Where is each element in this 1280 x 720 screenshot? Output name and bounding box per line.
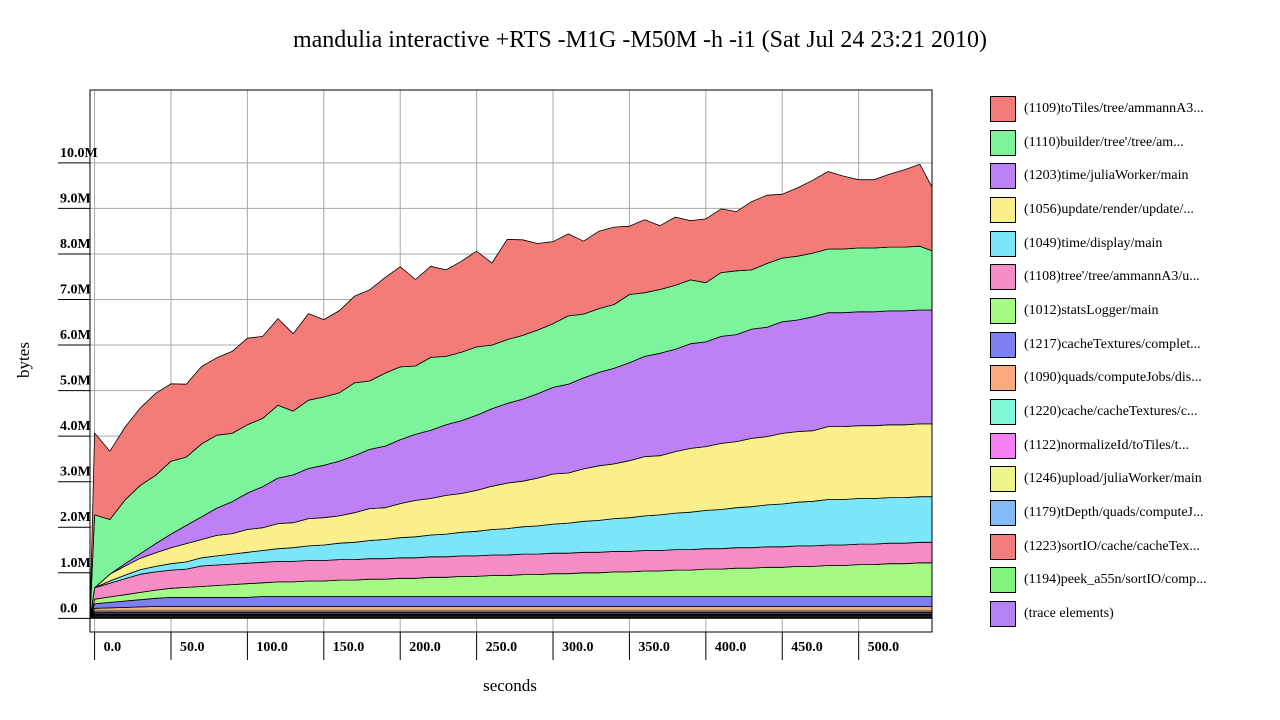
plot-frame — [89, 89, 933, 633]
legend-swatch — [990, 297, 1016, 324]
legend-swatch — [990, 601, 1016, 628]
y-tick-label: 2.0M — [60, 510, 91, 525]
legend-swatch — [990, 399, 1016, 426]
legend-item: (1246)upload/juliaWorker/main — [990, 463, 1275, 497]
y-tick-label: 9.0M — [60, 191, 91, 206]
legend-item: (1217)cacheTextures/complet... — [990, 328, 1275, 362]
legend: (1109)toTiles/tree/ammannA3... (1110)buil… — [990, 92, 1275, 631]
legend-item: (1056)update/render/update/... — [990, 193, 1275, 227]
legend-item: (1179)tDepth/quads/computeJ... — [990, 496, 1275, 530]
x-tick-label: 100.0 — [256, 640, 288, 655]
legend-label: (1203)time/juliaWorker/main — [1024, 168, 1189, 184]
legend-label: (1090)quads/computeJobs/dis... — [1024, 370, 1202, 386]
x-tick-label: 450.0 — [791, 640, 823, 655]
legend-swatch — [990, 129, 1016, 156]
legend-item: (1194)peek_a55n/sortIO/comp... — [990, 564, 1275, 598]
legend-item: (1090)quads/computeJobs/dis... — [990, 362, 1275, 396]
x-tick-label: 200.0 — [409, 640, 441, 655]
y-tick-label: 10.0M — [60, 146, 98, 161]
legend-item: (trace elements) — [990, 597, 1275, 631]
legend-label: (1110)builder/tree'/tree/am... — [1024, 134, 1184, 150]
y-tick-label: 0.0 — [60, 601, 78, 616]
y-tick-label: 5.0M — [60, 374, 91, 389]
legend-swatch — [990, 432, 1016, 459]
legend-swatch — [990, 466, 1016, 493]
x-tick-label: 0.0 — [104, 640, 122, 655]
legend-label: (1220)cache/cacheTextures/c... — [1024, 404, 1198, 420]
legend-label: (1179)tDepth/quads/computeJ... — [1024, 505, 1204, 521]
y-tick-label: 7.0M — [60, 283, 91, 298]
legend-swatch — [990, 365, 1016, 392]
legend-label: (1217)cacheTextures/complet... — [1024, 336, 1201, 352]
legend-item: (1012)statsLogger/main — [990, 294, 1275, 328]
legend-swatch — [990, 196, 1016, 223]
x-axis-label: seconds — [483, 676, 537, 695]
y-axis-label: bytes — [14, 342, 33, 378]
x-tick-label: 50.0 — [180, 640, 205, 655]
legend-swatch — [990, 500, 1016, 527]
legend-swatch — [990, 567, 1016, 594]
legend-label: (1246)upload/juliaWorker/main — [1024, 471, 1202, 487]
x-tick-label: 500.0 — [868, 640, 900, 655]
y-tick-label: 1.0M — [60, 556, 91, 571]
legend-item: (1223)sortIO/cache/cacheTex... — [990, 530, 1275, 564]
x-tick-label: 300.0 — [562, 640, 594, 655]
legend-label: (1049)time/display/main — [1024, 235, 1163, 251]
legend-swatch — [990, 230, 1016, 257]
chart-title: mandulia interactive +RTS -M1G -M50M -h … — [293, 27, 987, 53]
x-tick-label: 350.0 — [638, 640, 670, 655]
legend-item: (1110)builder/tree'/tree/am... — [990, 126, 1275, 160]
legend-label: (1056)update/render/update/... — [1024, 201, 1194, 217]
legend-item: (1220)cache/cacheTextures/c... — [990, 395, 1275, 429]
legend-swatch — [990, 264, 1016, 291]
x-tick-label: 250.0 — [486, 640, 518, 655]
legend-item: (1203)time/juliaWorker/main — [990, 159, 1275, 193]
axes: 0.0 50.0 100.0 150.0 200.0 250.0 300.0 350.0 400… — [58, 89, 933, 660]
legend-label: (1223)sortIO/cache/cacheTex... — [1024, 538, 1200, 554]
legend-label: (1108)tree'/tree/ammannA3/u... — [1024, 269, 1200, 285]
legend-swatch — [990, 163, 1016, 190]
y-tick-label: 8.0M — [60, 237, 91, 252]
legend-item: (1109)toTiles/tree/ammannA3... — [990, 92, 1275, 126]
legend-swatch — [990, 95, 1016, 122]
x-tick-label: 150.0 — [333, 640, 365, 655]
legend-label: (1194)peek_a55n/sortIO/comp... — [1024, 572, 1207, 588]
legend-item: (1108)tree'/tree/ammannA3/u... — [990, 260, 1275, 294]
legend-label: (1122)normalizeId/toTiles/t... — [1024, 437, 1189, 453]
y-tick-label: 4.0M — [60, 419, 91, 434]
legend-label: (1109)toTiles/tree/ammannA3... — [1024, 100, 1204, 116]
legend-swatch — [990, 533, 1016, 560]
y-tick-label: 6.0M — [60, 328, 91, 343]
x-tick-label: 400.0 — [715, 640, 747, 655]
y-tick-label: 3.0M — [60, 465, 91, 480]
legend-item: (1122)normalizeId/toTiles/t... — [990, 429, 1275, 463]
legend-swatch — [990, 331, 1016, 358]
stacked-areas — [89, 163, 933, 619]
legend-item: (1049)time/display/main — [990, 227, 1275, 261]
legend-label: (1012)statsLogger/main — [1024, 302, 1159, 318]
legend-label: (trace elements) — [1024, 606, 1114, 622]
